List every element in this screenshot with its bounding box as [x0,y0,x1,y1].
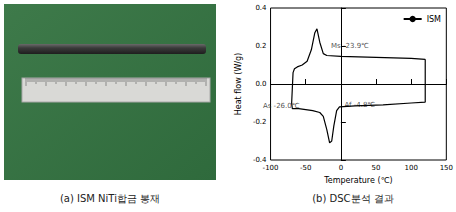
svg-text:As -26.0℃: As -26.0℃ [262,102,300,111]
svg-text:0: 0 [339,164,343,172]
svg-text:0.2: 0.2 [255,42,266,50]
svg-text:-100: -100 [263,164,279,172]
svg-text:0.4: 0.4 [255,4,267,12]
svg-text:-0.4: -0.4 [252,156,267,164]
svg-text:100: 100 [404,164,417,172]
svg-text:Ms -23.9℃: Ms -23.9℃ [331,42,369,50]
svg-text:-50: -50 [300,164,311,172]
svg-text:Temperature (℃): Temperature (℃) [323,176,392,185]
svg-text:-0.2: -0.2 [253,118,267,126]
svg-text:Af -4.8℃: Af -4.8℃ [344,101,375,109]
html-text:(b) DSC분석 결과: (b) DSC분석 결과 [312,193,394,204]
svg-text:50: 50 [372,164,381,172]
svg-text:Heat flow (W/g): Heat flow (W/g) [234,53,243,115]
svg-text:ISM: ISM [427,15,441,24]
html-text:(a) ISM NiTi합금 봉재: (a) ISM NiTi합금 봉재 [59,193,161,204]
svg-text:150: 150 [440,164,453,172]
svg-text:0.0: 0.0 [255,80,266,88]
